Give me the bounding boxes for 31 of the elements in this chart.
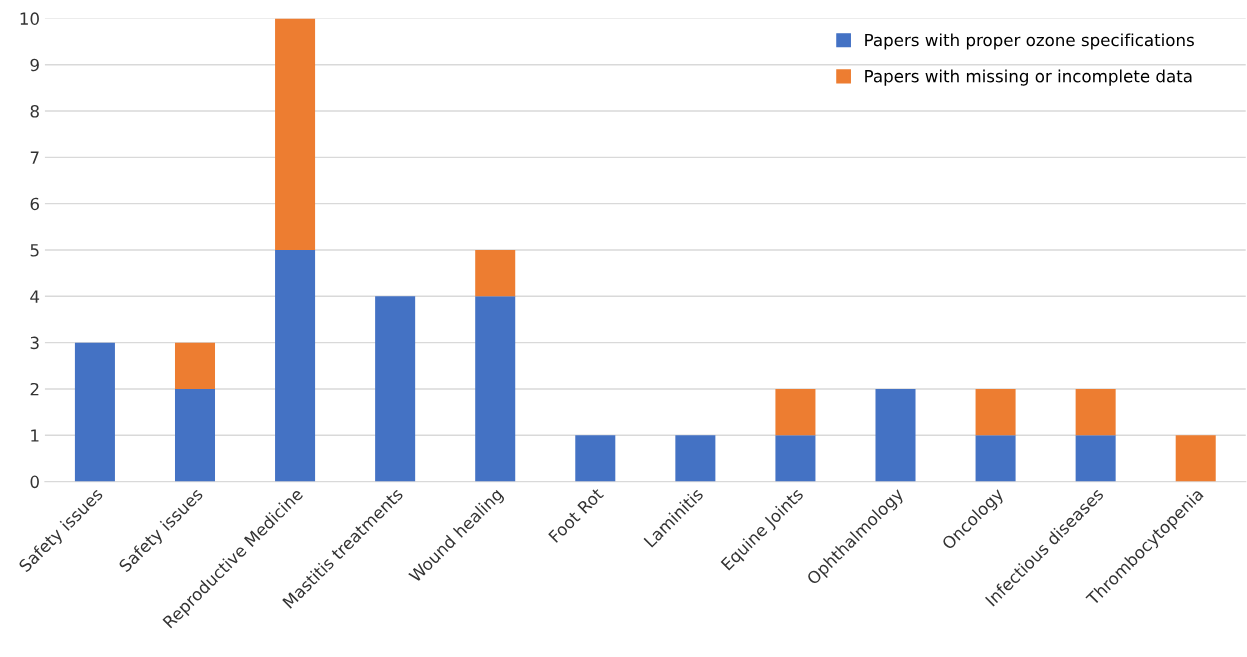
y-tick-label: 1 xyxy=(31,429,39,442)
y-tick-label: 2 xyxy=(30,382,39,396)
bar xyxy=(1075,435,1116,482)
bar xyxy=(575,435,616,482)
y-tick-label: 8 xyxy=(30,105,39,118)
bar xyxy=(174,388,216,482)
bar xyxy=(775,388,816,436)
bar xyxy=(975,388,1016,436)
bar xyxy=(1175,435,1216,482)
legend-label: Papers with proper ozone specifications xyxy=(865,33,1194,50)
y-tick-label: 4 xyxy=(30,290,40,303)
y-tick-label: 0 xyxy=(30,475,39,489)
legend-label: Papers with missing or incomplete data xyxy=(865,69,1192,86)
bar xyxy=(975,435,1016,482)
y-tick-label: 5 xyxy=(30,244,39,257)
y-tick-label: 9 xyxy=(30,58,39,72)
y-tick-label: 6 xyxy=(30,197,39,211)
bar xyxy=(475,249,516,297)
bar xyxy=(775,435,816,482)
y-tick-label: 7 xyxy=(30,151,39,164)
bar xyxy=(275,18,316,250)
bar xyxy=(475,296,516,482)
bar xyxy=(675,435,716,482)
bar xyxy=(275,249,316,482)
bar xyxy=(1075,388,1116,436)
y-tick-label: 10 xyxy=(20,12,39,25)
bar xyxy=(875,388,916,482)
bar xyxy=(74,342,115,482)
y-tick-label: 3 xyxy=(30,336,39,350)
bar xyxy=(375,296,416,482)
bar xyxy=(174,342,216,389)
